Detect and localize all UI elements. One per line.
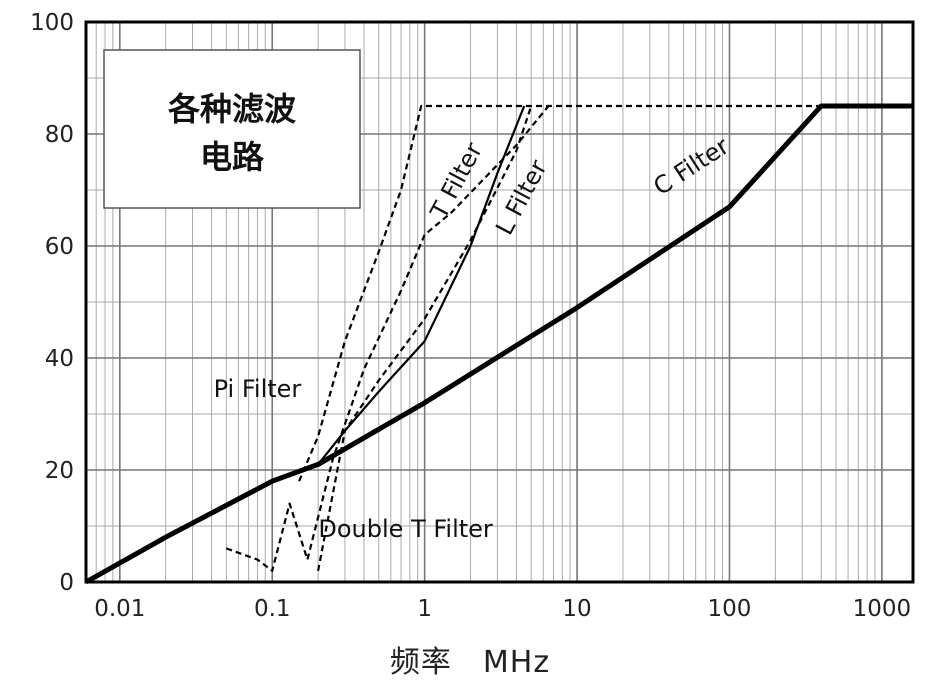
title-box-line-2: 电路 (200, 138, 265, 176)
c-filter-line (84, 103, 913, 585)
double-t-filter-line (225, 105, 550, 572)
y-tick-label: 40 (45, 346, 74, 372)
x-tick-label: 0.1 (254, 596, 291, 622)
pi-filter-line (298, 104, 913, 482)
y-tick-label: 20 (45, 458, 74, 484)
title-box-line-1: 各种滤波 (168, 90, 296, 128)
c-filter-label: C Filter (649, 132, 735, 201)
double-t-filter-label: Double T Filter (318, 515, 493, 543)
y-tick-label: 100 (30, 10, 74, 36)
y-tick-label: 0 (59, 570, 74, 596)
t-filter-label: T Filter (424, 138, 488, 224)
title-box-frame (103, 49, 361, 209)
y-tick-labels: 0 20 40 60 80 100 (30, 10, 74, 596)
plot-frame (84, 20, 915, 584)
x-tick-label: 0.01 (94, 596, 145, 622)
pi-filter-label: Pi Filter (214, 375, 302, 403)
title-box: 各种滤波 电路 (103, 49, 361, 209)
x-tick-label: 1 (417, 596, 432, 622)
x-tick-labels: 0.01 0.1 1 10 100 1000 (94, 596, 911, 622)
x-tick-label: 1000 (853, 596, 912, 622)
x-tick-label: 10 (562, 596, 591, 622)
x-axis-label: 频率 MHz (390, 645, 550, 680)
y-tick-label: 60 (45, 234, 74, 260)
x-tick-label: 100 (708, 596, 752, 622)
series-layer (84, 103, 913, 585)
y-tick-label: 80 (45, 122, 74, 148)
t-filter-line (317, 105, 533, 572)
